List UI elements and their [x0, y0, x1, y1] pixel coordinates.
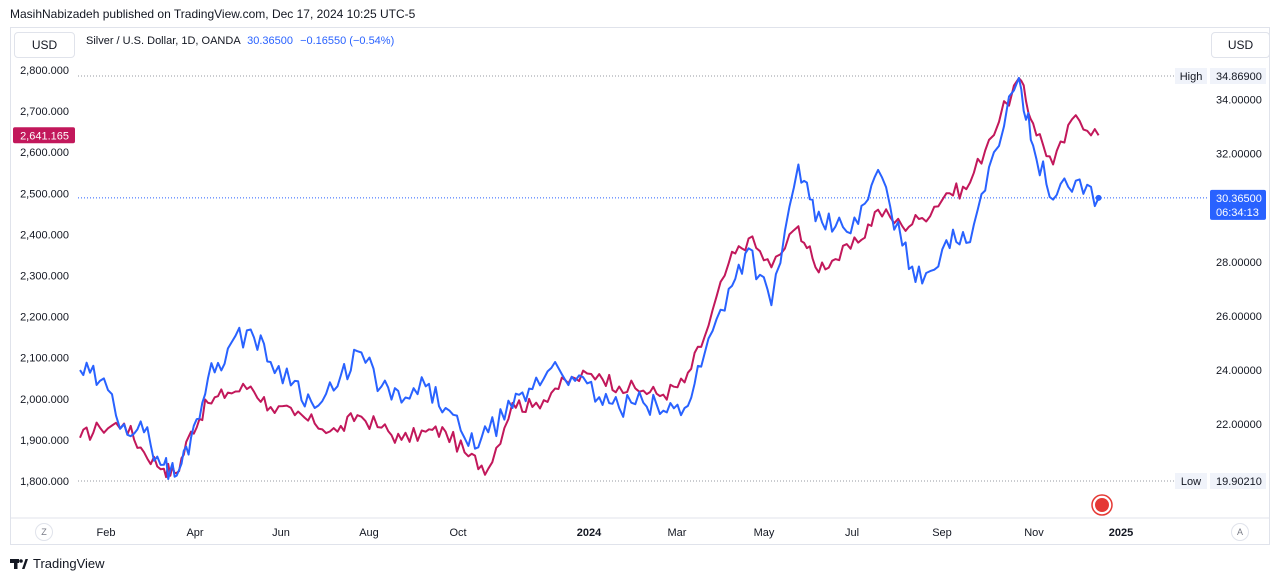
- silver-series-line: [79, 76, 1100, 480]
- x-axis-tick-label: 2024: [577, 527, 602, 539]
- left-axis-tick-label: 2,000.000: [20, 394, 69, 406]
- left-axis-tick-label: 1,900.000: [20, 435, 69, 447]
- low-label-tag: [1175, 473, 1207, 489]
- left-axis-tick-label: 2,600.000: [20, 147, 69, 159]
- low-value: 19.90210: [1216, 476, 1262, 488]
- right-axis-tick-label: 34.00000: [1216, 95, 1262, 107]
- auto-scale-left-button[interactable]: Z: [35, 523, 53, 541]
- x-axis-tick-label: Jul: [845, 527, 859, 539]
- silver-last-point: [1095, 194, 1102, 201]
- left-axis-tick-label: 2,700.000: [20, 106, 69, 118]
- right-axis-tick-label: 28.00000: [1216, 257, 1262, 269]
- countdown-value: 06:34:13: [1216, 207, 1259, 219]
- left-axis-tick-label: 2,400.000: [20, 229, 69, 241]
- chart-frame: [10, 27, 1270, 545]
- high-label-tag: [1175, 68, 1207, 84]
- symbol-name[interactable]: Silver / U.S. Dollar, 1D, OANDA: [86, 35, 241, 47]
- right-axis-tick-label: 26.00000: [1216, 311, 1262, 323]
- x-axis-tick-label: Nov: [1024, 527, 1044, 539]
- left-axis-tick-label: 2,800.000: [20, 65, 69, 77]
- low-value-tag: [1210, 473, 1266, 489]
- x-axis-tick-label: Oct: [449, 527, 466, 539]
- gold-series-line: [79, 77, 1100, 479]
- left-current-price-tag: [13, 127, 75, 144]
- left-axis-tick-label: 2,200.000: [20, 312, 69, 324]
- x-axis-tick-label: Mar: [668, 527, 687, 539]
- right-axis-tick-label: 24.00000: [1216, 365, 1262, 377]
- legend-price: 30.36500: [247, 35, 293, 47]
- high-value-tag: [1210, 68, 1266, 84]
- chart-legend: Silver / U.S. Dollar, 1D, OANDA 30.36500…: [86, 35, 394, 47]
- left-axis-tick-label: 2,100.000: [20, 353, 69, 365]
- x-axis-tick-label: Aug: [359, 527, 379, 539]
- left-axis-tick-label: 2,300.000: [20, 271, 69, 283]
- left-current-price-label: 2,641.165: [20, 130, 69, 142]
- right-currency-button[interactable]: USD: [1211, 32, 1270, 58]
- left-axis-tick-label: 1,800.000: [20, 476, 69, 488]
- legend-change: −0.16550 (−0.54%): [300, 35, 395, 47]
- auto-scale-right-button[interactable]: A: [1231, 523, 1249, 541]
- x-axis-tick-label: Sep: [932, 527, 952, 539]
- high-value: 34.86900: [1216, 71, 1262, 83]
- left-axis-tick-label: 2,500.000: [20, 188, 69, 200]
- right-axis-tick-label: 22.00000: [1216, 419, 1262, 431]
- low-label: Low: [1181, 476, 1201, 488]
- left-currency-button[interactable]: USD: [14, 32, 75, 58]
- current-price-value: 30.36500: [1216, 193, 1262, 205]
- x-axis-tick-label: Apr: [186, 527, 203, 539]
- x-axis-tick-label: Jun: [272, 527, 290, 539]
- footer: TradingView: [10, 556, 105, 571]
- x-axis-tick-label: May: [754, 527, 775, 539]
- footer-brand[interactable]: TradingView: [33, 556, 105, 571]
- publisher-line: MasihNabizadeh published on TradingView.…: [10, 7, 416, 21]
- tradingview-logo-icon: [10, 558, 28, 570]
- x-axis-tick-label: Feb: [97, 527, 116, 539]
- current-price-tag: [1210, 189, 1266, 220]
- x-axis-tick-label: 2025: [1109, 527, 1133, 539]
- right-axis-tick-label: 32.00000: [1216, 149, 1262, 161]
- high-label: High: [1180, 71, 1203, 83]
- us-flag-icon: [1095, 498, 1109, 512]
